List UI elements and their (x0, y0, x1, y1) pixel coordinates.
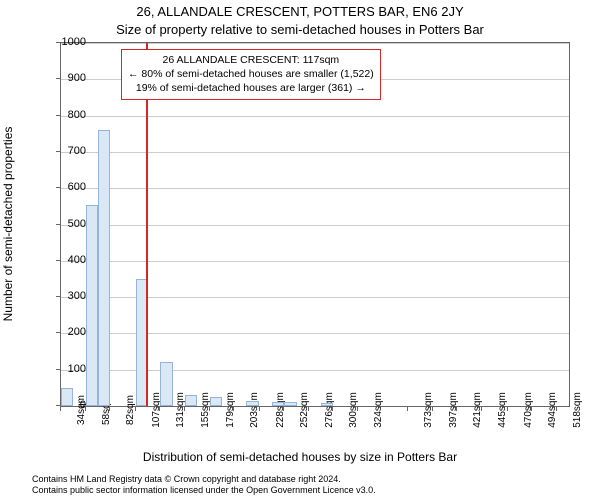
y-axis-label: Number of semi-detached properties (1, 127, 15, 322)
x-axis-label: Distribution of semi-detached houses by … (0, 450, 600, 464)
histogram-bar (272, 402, 284, 406)
histogram-bar (321, 403, 333, 406)
chart-subtitle: Size of property relative to semi-detach… (0, 22, 600, 37)
histogram-bar (86, 205, 98, 406)
annotation-line3: 19% of semi-detached houses are larger (… (128, 81, 374, 95)
annotation-line1: 26 ALLANDALE CRESCENT: 117sqm (128, 53, 374, 67)
annotation-box: 26 ALLANDALE CRESCENT: 117sqm ← 80% of s… (121, 49, 381, 100)
plot-area: 26 ALLANDALE CRESCENT: 117sqm ← 80% of s… (60, 42, 570, 407)
histogram-bar (160, 362, 172, 406)
histogram-bar (61, 388, 73, 406)
histogram-bar (98, 130, 110, 406)
histogram-bar (210, 397, 222, 406)
histogram-bar (185, 395, 197, 406)
histogram-bar (246, 401, 258, 406)
annotation-line2: ← 80% of semi-detached houses are smalle… (128, 67, 374, 81)
footer-line1: Contains HM Land Registry data © Crown c… (32, 474, 376, 485)
histogram-bar (284, 402, 296, 406)
chart-title: 26, ALLANDALE CRESCENT, POTTERS BAR, EN6… (0, 4, 600, 19)
chart-container: 26, ALLANDALE CRESCENT, POTTERS BAR, EN6… (0, 0, 600, 500)
footer-line2: Contains public sector information licen… (32, 485, 376, 496)
footer: Contains HM Land Registry data © Crown c… (32, 474, 376, 496)
